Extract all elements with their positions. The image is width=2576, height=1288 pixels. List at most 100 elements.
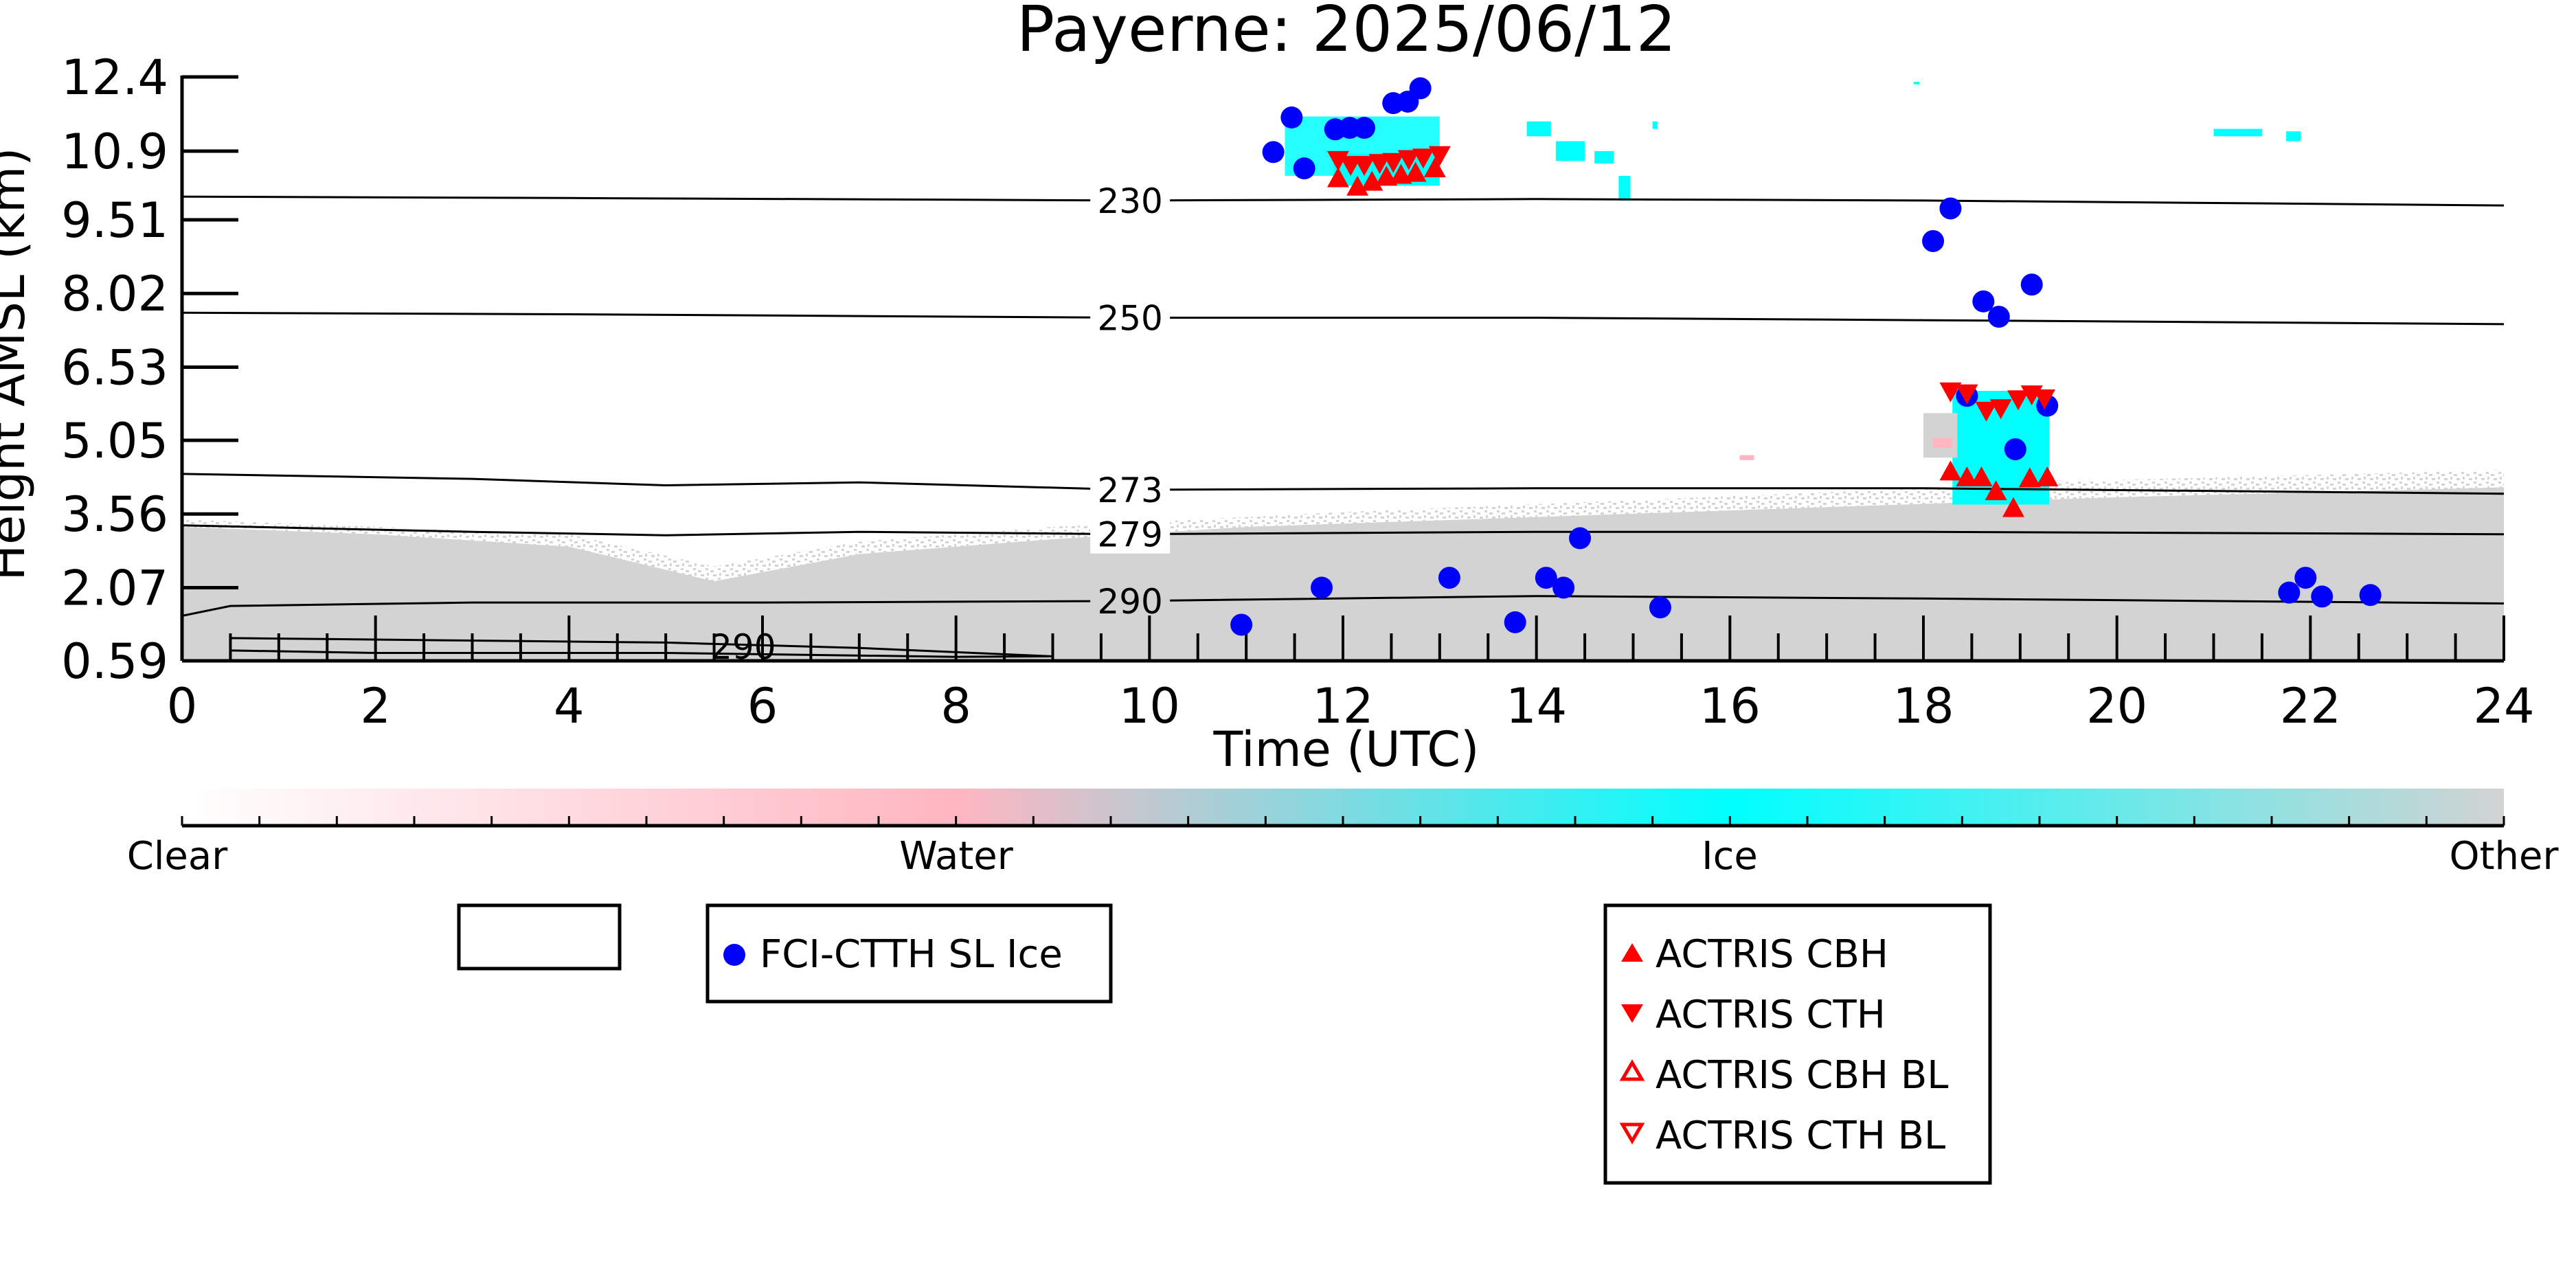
fci-ctth-point <box>1311 576 1333 599</box>
actris-cth-point <box>1975 401 1998 422</box>
x-tick-label: 20 <box>2086 678 2147 734</box>
x-tick-label: 4 <box>554 678 585 734</box>
contour-line <box>181 311 2505 326</box>
contour-label-bg <box>1090 297 1171 337</box>
actris-cth-point <box>1397 150 1420 170</box>
fci-ctth-point <box>2004 438 2026 460</box>
y-tick-label: 6.53 <box>61 339 168 396</box>
legend-actris-cbh-marker <box>1621 943 1643 962</box>
actris-cth-point <box>1956 384 1978 405</box>
x-tick-label: 24 <box>2473 678 2534 734</box>
legend-actris-cth-bl-label: ACTRIS CTH BL <box>1656 1114 1945 1158</box>
x-tick-label: 8 <box>940 678 971 734</box>
water-patch <box>1739 455 1754 460</box>
contour-label: 279 <box>1097 515 1162 555</box>
y-tick-label: 12.4 <box>61 49 168 106</box>
legend-box-fci-frame <box>705 903 1113 1004</box>
y-tick-label: 0.59 <box>61 633 168 690</box>
fci-ctth-point <box>1409 77 1432 100</box>
y-tick-label: 3.56 <box>61 486 168 543</box>
y-tick-label: 2.07 <box>61 560 168 616</box>
colorbar-label-clear: Clear <box>127 834 228 879</box>
x-tick-label: 2 <box>360 678 391 734</box>
y-tick-label: 10.9 <box>61 124 168 180</box>
chart-title: Payerne: 2025/06/12 <box>1017 0 1676 66</box>
fci-ctth-point <box>1230 613 1253 636</box>
actris-cth-point <box>2007 390 2030 411</box>
contour-label: 250 <box>1097 299 1162 339</box>
contour-line <box>181 524 2505 536</box>
ice-streak <box>2213 128 2262 137</box>
fci-ctth-point <box>1939 197 1962 220</box>
data-markers <box>1230 77 2382 636</box>
fci-ctth-point <box>1438 567 1460 589</box>
y-tick-label: 9.51 <box>61 192 168 249</box>
ice-streak <box>2286 131 2301 142</box>
water-patch <box>1933 438 1953 448</box>
x-tick-label: 16 <box>1699 678 1761 734</box>
fci-ctth-point <box>1649 596 1671 619</box>
x-axis-label: Time (UTC) <box>1213 721 1480 778</box>
actris-cth-point <box>1368 154 1391 174</box>
x-tick-label: 18 <box>1893 678 1954 734</box>
boundary-layer-speckle <box>182 470 2504 582</box>
fci-ctth-point <box>1504 611 1526 633</box>
fci-ctth-point <box>1353 117 1375 139</box>
actris-cth-point <box>1428 146 1451 166</box>
colorbar: Clear Water Ice Other <box>127 789 2559 879</box>
legend-box-fci: FCI-CTTH SL Ice <box>705 903 1113 1004</box>
fci-ctth-point <box>1535 567 1557 589</box>
ice-streak <box>1652 121 1658 129</box>
contour-label-bg <box>1090 179 1171 220</box>
legend-actris-cth-label: ACTRIS CTH <box>1656 993 1886 1037</box>
legend-actris-cth-bl-marker <box>1619 1122 1645 1144</box>
y-axis-label: Height AMSL (km) <box>0 148 36 581</box>
cloud-type-field <box>182 82 2504 661</box>
x-tick-label: 22 <box>2280 678 2341 734</box>
contour-line <box>181 595 2505 617</box>
colorbar-label-water: Water <box>899 834 1014 879</box>
actris-cbh-point <box>1423 157 1446 178</box>
actris-cbh-point <box>1326 167 1349 188</box>
legend-fci-marker <box>723 944 745 966</box>
actris-cth-point <box>1989 399 2012 420</box>
legend-actris-cbh-bl-marker <box>1619 1059 1645 1081</box>
colorbar-label-other: Other <box>2449 834 2559 879</box>
ice-streak <box>1594 150 1614 163</box>
fci-ctth-point <box>1293 157 1315 180</box>
legend-actris-cbh-label: ACTRIS CBH <box>1656 932 1888 977</box>
legend-actris-cbh-bl-label: ACTRIS CBH BL <box>1656 1053 1948 1098</box>
legend-fci-label: FCI-CTTH SL Ice <box>760 932 1063 977</box>
x-tick-label: 0 <box>167 678 198 734</box>
legend-box-empty <box>457 903 622 971</box>
fci-ctth-point <box>2311 585 2334 608</box>
actris-cbh-point <box>1404 161 1427 182</box>
legend-box-actris-frame <box>1603 903 1992 1185</box>
actris-cth-point <box>1353 156 1375 177</box>
contour-label: 273 <box>1097 471 1162 510</box>
y-tick-label: 5.05 <box>61 413 168 469</box>
fci-ctth-point <box>1972 290 1995 313</box>
ice-streak <box>1618 175 1631 201</box>
actris-cbh-point <box>1985 480 2007 501</box>
fci-ctth-point <box>1262 141 1285 163</box>
actris-cbh-point <box>1970 466 1993 486</box>
actris-cbh-point <box>2018 467 2041 488</box>
fci-ctth-point <box>1569 527 1592 550</box>
fci-ctth-point <box>1922 229 1945 252</box>
fci-ctth-point <box>1987 306 2010 328</box>
fci-ctth-point <box>2359 584 2382 607</box>
mixed-cloud-edge <box>1923 413 1958 458</box>
contour-label: 230 <box>1097 181 1162 221</box>
x-tick-label: 14 <box>1506 678 1567 734</box>
colorbar-ticks <box>181 816 2505 826</box>
contour-label-bg <box>1090 513 1171 554</box>
fci-ctth-point <box>2294 567 2317 589</box>
actris-cth-point <box>1939 382 1962 403</box>
contour-label-bg <box>1090 468 1171 509</box>
colorbar-label-ice: Ice <box>1702 834 1758 879</box>
fci-ctth-point <box>2020 273 2043 296</box>
x-tick-label: 10 <box>1119 678 1180 734</box>
